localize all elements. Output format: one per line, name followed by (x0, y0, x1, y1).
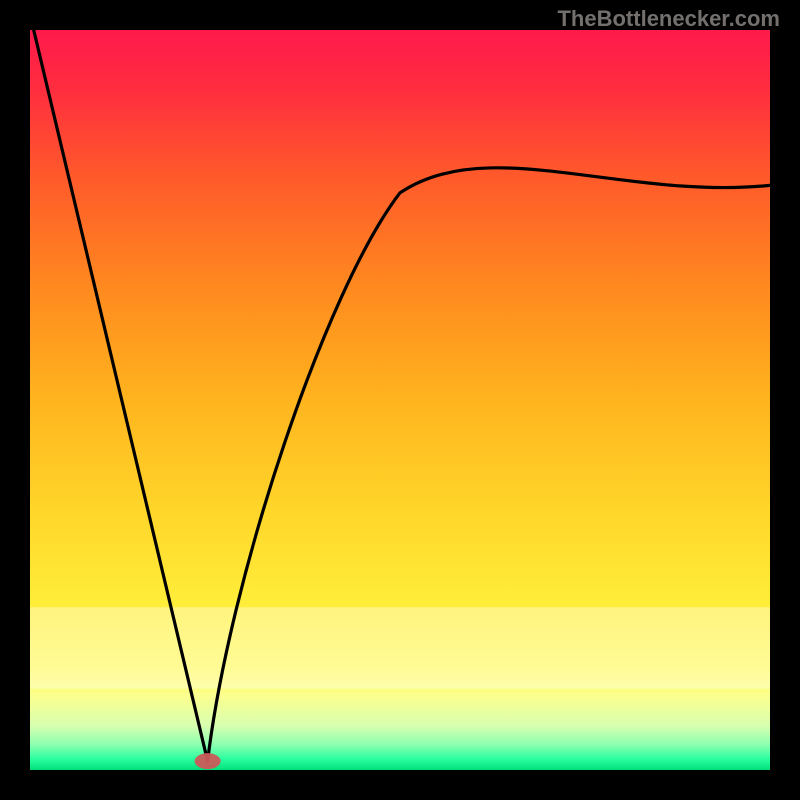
attribution-text: TheBottlenecker.com (557, 6, 780, 32)
highlight-band (30, 607, 770, 688)
chart-container: TheBottlenecker.com (0, 0, 800, 800)
chart-svg (0, 0, 800, 800)
minimum-marker (195, 753, 221, 769)
